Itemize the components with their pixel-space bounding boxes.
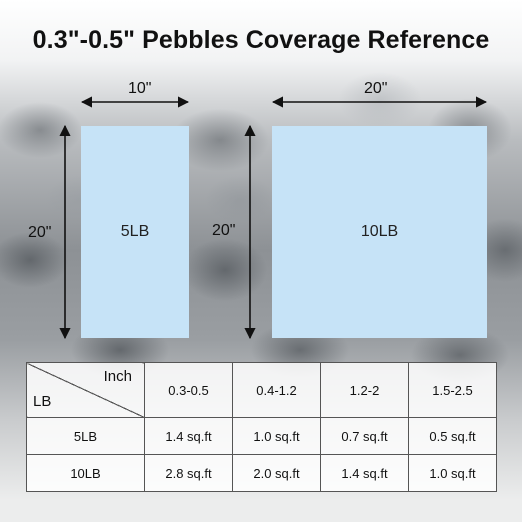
table-header-row: Inch LB 0.3-0.5 0.4-1.2 1.2-2 1.5-2.5 xyxy=(26,362,497,418)
table-cell: 1.4 sq.ft xyxy=(144,417,233,455)
table-cell: 1.4 sq.ft xyxy=(320,454,409,492)
column-header: 1.2-2 xyxy=(320,362,409,418)
corner-label-lb: LB xyxy=(33,393,52,410)
column-header: 0.3-0.5 xyxy=(144,362,233,418)
table-row: 10LB 2.8 sq.ft 2.0 sq.ft 1.4 sq.ft 1.0 s… xyxy=(26,454,497,492)
width-label-10lb: 20" xyxy=(364,80,388,97)
coverage-box-label: 5LB xyxy=(120,223,150,240)
row-label: 10LB xyxy=(26,454,145,492)
coverage-box-5lb: 5LB xyxy=(81,126,189,338)
table-cell: 0.7 sq.ft xyxy=(320,417,409,455)
coverage-table: Inch LB 0.3-0.5 0.4-1.2 1.2-2 1.5-2.5 5L… xyxy=(26,362,497,492)
table-cell: 0.5 sq.ft xyxy=(408,417,497,455)
coverage-box-10lb: 10LB xyxy=(272,126,487,338)
table-row: 5LB 1.4 sq.ft 1.0 sq.ft 0.7 sq.ft 0.5 sq… xyxy=(26,417,497,455)
table-cell: 1.0 sq.ft xyxy=(408,454,497,492)
corner-label-inch: Inch xyxy=(103,368,132,385)
table-cell: 2.8 sq.ft xyxy=(144,454,233,492)
coverage-box-label: 10LB xyxy=(360,223,399,240)
column-header: 1.5-2.5 xyxy=(408,362,497,418)
table-corner-cell: Inch LB xyxy=(26,362,145,418)
page-title: 0.3"-0.5" Pebbles Coverage Reference xyxy=(32,26,490,54)
table-cell: 2.0 sq.ft xyxy=(232,454,321,492)
table-cell: 1.0 sq.ft xyxy=(232,417,321,455)
column-header: 0.4-1.2 xyxy=(232,362,321,418)
height-label-10lb: 20" xyxy=(212,222,236,239)
height-label-5lb: 20" xyxy=(28,224,52,241)
width-label-5lb: 10" xyxy=(128,80,152,97)
row-label: 5LB xyxy=(26,417,145,455)
